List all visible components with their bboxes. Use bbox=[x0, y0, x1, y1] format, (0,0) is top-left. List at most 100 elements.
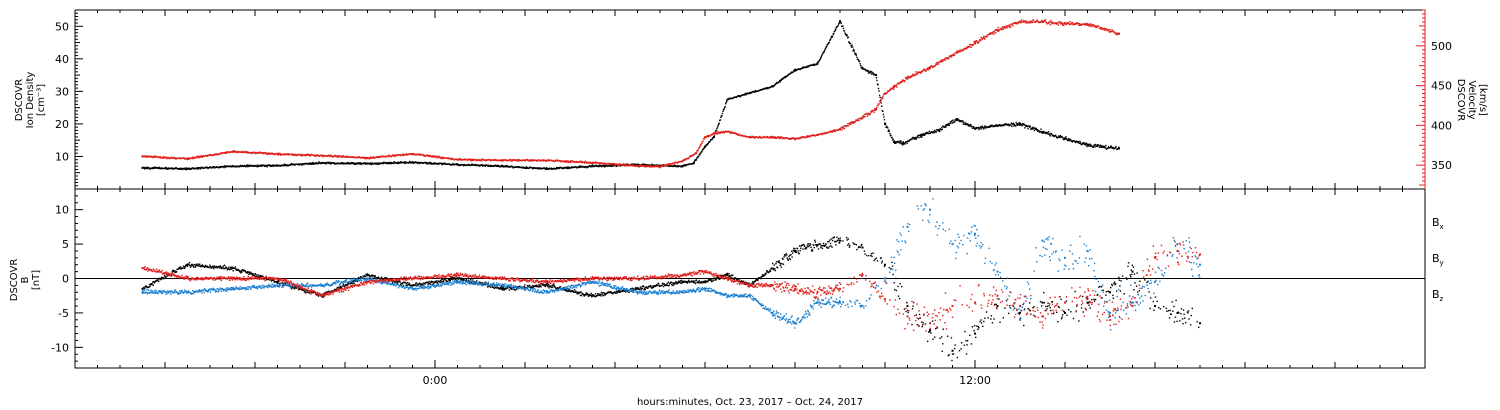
data-point bbox=[518, 285, 521, 287]
data-point bbox=[509, 159, 511, 162]
data-point bbox=[302, 289, 305, 291]
data-point bbox=[715, 129, 718, 132]
data-point bbox=[363, 157, 366, 159]
data-point bbox=[590, 165, 592, 168]
data-point bbox=[526, 158, 528, 161]
data-point bbox=[416, 161, 419, 164]
data-point bbox=[1025, 125, 1027, 127]
data-point bbox=[995, 124, 997, 126]
data-point bbox=[497, 164, 500, 167]
data-point bbox=[570, 167, 572, 169]
data-point bbox=[721, 112, 724, 115]
data-point bbox=[887, 127, 889, 129]
data-point bbox=[161, 156, 164, 158]
data-point bbox=[849, 121, 852, 124]
data-point bbox=[528, 284, 531, 287]
data-point bbox=[585, 292, 588, 294]
data-point bbox=[280, 165, 282, 167]
data-point bbox=[163, 156, 166, 158]
data-point bbox=[428, 280, 430, 283]
data-point bbox=[336, 155, 338, 157]
data-point bbox=[304, 153, 307, 156]
data-point bbox=[433, 155, 435, 157]
data-point bbox=[822, 52, 824, 55]
data-point bbox=[436, 157, 438, 159]
data-point bbox=[148, 286, 150, 288]
data-point bbox=[1092, 25, 1094, 27]
data-point bbox=[159, 277, 161, 280]
data-point bbox=[197, 264, 200, 266]
data-point bbox=[1112, 30, 1114, 32]
data-point bbox=[979, 38, 981, 41]
data-point bbox=[490, 286, 492, 289]
data-point bbox=[505, 165, 507, 168]
data-point bbox=[480, 159, 482, 161]
data-point bbox=[396, 281, 398, 283]
data-point bbox=[293, 163, 295, 165]
data-point bbox=[1070, 23, 1072, 26]
data-point bbox=[246, 150, 248, 153]
data-point bbox=[493, 287, 496, 290]
data-point bbox=[374, 275, 376, 277]
data-point bbox=[474, 163, 476, 166]
data-point bbox=[342, 162, 344, 164]
data-point bbox=[204, 265, 206, 268]
data-point bbox=[790, 72, 792, 74]
data-point bbox=[506, 166, 508, 168]
data-point bbox=[417, 162, 419, 165]
data-point bbox=[952, 53, 955, 55]
data-point bbox=[452, 278, 454, 281]
data-point bbox=[825, 46, 827, 48]
data-point bbox=[431, 155, 433, 157]
data-point bbox=[547, 284, 550, 286]
data-point bbox=[1100, 146, 1103, 149]
data-point bbox=[386, 161, 388, 164]
data-point bbox=[467, 279, 470, 281]
data-point bbox=[391, 280, 393, 282]
data-point bbox=[235, 151, 238, 153]
data-point bbox=[669, 164, 671, 166]
data-point bbox=[902, 141, 905, 143]
data-point bbox=[941, 59, 943, 61]
data-point bbox=[283, 153, 285, 156]
data-point bbox=[430, 163, 433, 165]
data-point bbox=[840, 21, 842, 23]
data-point bbox=[456, 162, 458, 165]
data-point bbox=[392, 162, 395, 165]
data-point bbox=[621, 164, 624, 166]
data-point bbox=[1071, 22, 1073, 25]
data-point bbox=[903, 80, 906, 83]
data-point bbox=[701, 142, 703, 144]
data-point bbox=[936, 61, 938, 64]
data-point bbox=[258, 276, 260, 278]
data-point bbox=[612, 293, 614, 295]
data-point bbox=[276, 280, 279, 283]
data-point bbox=[580, 291, 582, 293]
data-point bbox=[154, 281, 156, 283]
data-point bbox=[853, 50, 855, 52]
data-point bbox=[928, 132, 930, 134]
data-point bbox=[995, 125, 997, 127]
data-point bbox=[408, 282, 410, 285]
data-point bbox=[417, 283, 419, 285]
data-point bbox=[355, 163, 357, 166]
data-point bbox=[904, 80, 906, 82]
data-point bbox=[923, 134, 926, 136]
data-point bbox=[993, 124, 996, 127]
data-point bbox=[911, 138, 913, 140]
data-point bbox=[1037, 130, 1039, 132]
axis-ticks bbox=[74, 9, 1426, 368]
data-point bbox=[898, 83, 900, 85]
data-point bbox=[1071, 140, 1073, 142]
data-point bbox=[947, 123, 949, 125]
data-point bbox=[843, 128, 846, 130]
data-point bbox=[919, 134, 921, 136]
data-point bbox=[680, 166, 682, 168]
data-point bbox=[965, 123, 967, 126]
data-point bbox=[614, 291, 616, 293]
data-point bbox=[280, 153, 282, 155]
data-point bbox=[443, 280, 445, 282]
data-point bbox=[870, 70, 872, 73]
data-point bbox=[221, 267, 223, 270]
data-point bbox=[412, 161, 414, 164]
